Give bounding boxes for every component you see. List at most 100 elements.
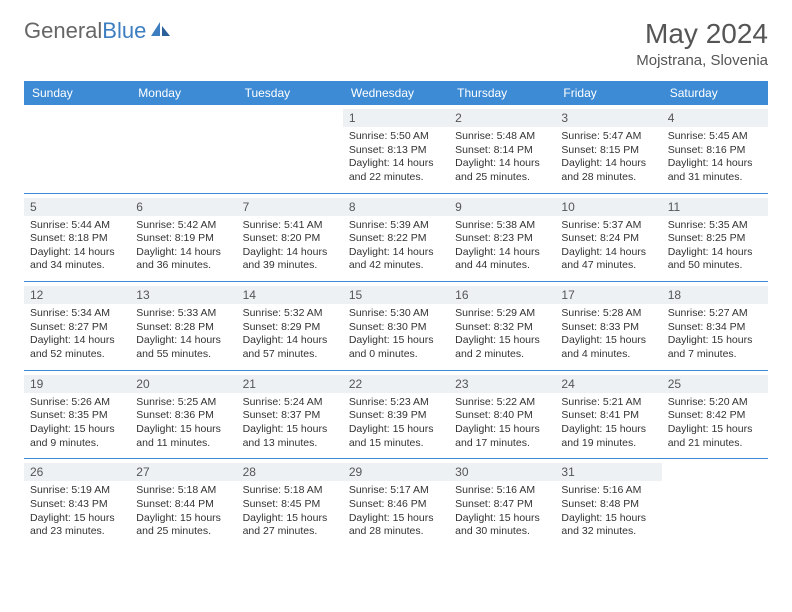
day-number: 30 [449, 463, 555, 481]
day-header: Tuesday [237, 81, 343, 105]
day-cell: 19 Sunrise: 5:26 AMSunset: 8:35 PMDayligh… [24, 371, 130, 459]
day-header: Saturday [662, 81, 768, 105]
day-cell: 23Sunrise: 5:22 AMSunset: 8:40 PMDayligh… [449, 371, 555, 459]
calendar-page: GeneralBlue May 2024 Mojstrana, Slovenia… [0, 0, 792, 565]
day-detail: Sunrise: 5:38 AMSunset: 8:23 PMDaylight:… [455, 219, 549, 274]
day-detail: Sunrise: 5:41 AMSunset: 8:20 PMDaylight:… [243, 219, 337, 274]
day-cell: 24 Sunrise: 5:21 AMSunset: 8:41 PMDayligh… [555, 371, 661, 459]
calendar: SundayMondayTuesdayWednesdayThursdayFrid… [24, 81, 768, 547]
day-header: Sunday [24, 81, 130, 105]
day-number: 11 [662, 198, 768, 216]
day-cell: 9 Sunrise: 5:38 AMSunset: 8:23 PMDaylight… [449, 194, 555, 282]
day-detail: Sunrise: 5:18 AMSunset: 8:45 PMDaylight:… [243, 484, 337, 539]
day-detail: Sunrise: 5:34 AMSunset: 8:27 PMDaylight:… [30, 307, 124, 362]
brand-part1: General [24, 18, 102, 44]
brand-logo: GeneralBlue [24, 18, 172, 44]
day-cell: 15 Sunrise: 5:30 AMSunset: 8:30 PMDayligh… [343, 282, 449, 370]
day-cell: 5 Sunrise: 5:44 AMSunset: 8:18 PMDaylight… [24, 194, 130, 282]
day-number: 15 [343, 286, 449, 304]
day-cell: 10Sunrise: 5:37 AMSunset: 8:24 PMDayligh… [555, 194, 661, 282]
day-detail: Sunrise: 5:42 AMSunset: 8:19 PMDaylight:… [136, 219, 230, 274]
day-number: 5 [24, 198, 130, 216]
day-number: 2 [449, 109, 555, 127]
day-cell [237, 105, 343, 193]
day-header: Thursday [449, 81, 555, 105]
day-cell [662, 459, 768, 547]
day-cell: 31Sunrise: 5:16 AMSunset: 8:48 PMDayligh… [555, 459, 661, 547]
week-row: 1Sunrise: 5:50 AMSunset: 8:13 PMDaylight… [24, 105, 768, 194]
day-number: 25 [662, 375, 768, 393]
day-detail: Sunrise: 5:29 AMSunset: 8:32 PMDaylight:… [455, 307, 549, 362]
day-number: 20 [130, 375, 236, 393]
day-detail: Sunrise: 5:28 AMSunset: 8:33 PMDaylight:… [561, 307, 655, 362]
day-header: Monday [130, 81, 236, 105]
day-cell: 25 Sunrise: 5:20 AMSunset: 8:42 PMDayligh… [662, 371, 768, 459]
day-headers-row: SundayMondayTuesdayWednesdayThursdayFrid… [24, 81, 768, 105]
day-number: 14 [237, 286, 343, 304]
month-title: May 2024 [636, 18, 768, 50]
sail-icon [150, 18, 172, 44]
day-cell: 6 Sunrise: 5:42 AMSunset: 8:19 PMDaylight… [130, 194, 236, 282]
day-cell [24, 105, 130, 193]
day-number: 13 [130, 286, 236, 304]
day-number: 19 [24, 375, 130, 393]
day-detail: Sunrise: 5:18 AMSunset: 8:44 PMDaylight:… [136, 484, 230, 539]
day-cell: 12 Sunrise: 5:34 AMSunset: 8:27 PMDayligh… [24, 282, 130, 370]
day-number: 27 [130, 463, 236, 481]
day-detail: Sunrise: 5:19 AMSunset: 8:43 PMDaylight:… [30, 484, 124, 539]
day-number: 9 [449, 198, 555, 216]
day-detail: Sunrise: 5:26 AMSunset: 8:35 PMDaylight:… [30, 396, 124, 451]
day-cell: 8 Sunrise: 5:39 AMSunset: 8:22 PMDaylight… [343, 194, 449, 282]
day-detail: Sunrise: 5:23 AMSunset: 8:39 PMDaylight:… [349, 396, 443, 451]
day-detail: Sunrise: 5:22 AMSunset: 8:40 PMDaylight:… [455, 396, 549, 451]
day-cell: 7 Sunrise: 5:41 AMSunset: 8:20 PMDaylight… [237, 194, 343, 282]
day-detail: Sunrise: 5:44 AMSunset: 8:18 PMDaylight:… [30, 219, 124, 274]
day-cell: 26Sunrise: 5:19 AMSunset: 8:43 PMDayligh… [24, 459, 130, 547]
day-cell: 29 Sunrise: 5:17 AMSunset: 8:46 PMDayligh… [343, 459, 449, 547]
day-number: 31 [555, 463, 661, 481]
day-cell: 22 Sunrise: 5:23 AMSunset: 8:39 PMDayligh… [343, 371, 449, 459]
day-cell [130, 105, 236, 193]
day-detail: Sunrise: 5:50 AMSunset: 8:13 PMDaylight:… [349, 130, 443, 185]
day-detail: Sunrise: 5:33 AMSunset: 8:28 PMDaylight:… [136, 307, 230, 362]
title-block: May 2024 Mojstrana, Slovenia [636, 18, 768, 69]
day-detail: Sunrise: 5:47 AMSunset: 8:15 PMDaylight:… [561, 130, 655, 185]
week-row: 5 Sunrise: 5:44 AMSunset: 8:18 PMDaylight… [24, 194, 768, 283]
day-cell: 30Sunrise: 5:16 AMSunset: 8:47 PMDayligh… [449, 459, 555, 547]
location: Mojstrana, Slovenia [636, 52, 768, 69]
day-detail: Sunrise: 5:17 AMSunset: 8:46 PMDaylight:… [349, 484, 443, 539]
day-cell: 11Sunrise: 5:35 AMSunset: 8:25 PMDayligh… [662, 194, 768, 282]
day-number: 22 [343, 375, 449, 393]
day-detail: Sunrise: 5:27 AMSunset: 8:34 PMDaylight:… [668, 307, 762, 362]
day-detail: Sunrise: 5:20 AMSunset: 8:42 PMDaylight:… [668, 396, 762, 451]
day-number: 12 [24, 286, 130, 304]
day-number: 6 [130, 198, 236, 216]
day-cell: 27 Sunrise: 5:18 AMSunset: 8:44 PMDayligh… [130, 459, 236, 547]
day-detail: Sunrise: 5:24 AMSunset: 8:37 PMDaylight:… [243, 396, 337, 451]
day-number: 18 [662, 286, 768, 304]
day-number: 17 [555, 286, 661, 304]
week-row: 26Sunrise: 5:19 AMSunset: 8:43 PMDayligh… [24, 459, 768, 547]
day-number: 3 [555, 109, 661, 127]
day-number: 8 [343, 198, 449, 216]
weeks-container: 1Sunrise: 5:50 AMSunset: 8:13 PMDaylight… [24, 105, 768, 547]
day-cell: 28 Sunrise: 5:18 AMSunset: 8:45 PMDayligh… [237, 459, 343, 547]
day-detail: Sunrise: 5:45 AMSunset: 8:16 PMDaylight:… [668, 130, 762, 185]
day-header: Friday [555, 81, 661, 105]
day-cell: 18 Sunrise: 5:27 AMSunset: 8:34 PMDayligh… [662, 282, 768, 370]
day-detail: Sunrise: 5:39 AMSunset: 8:22 PMDaylight:… [349, 219, 443, 274]
day-cell: 17 Sunrise: 5:28 AMSunset: 8:33 PMDayligh… [555, 282, 661, 370]
day-number: 28 [237, 463, 343, 481]
day-detail: Sunrise: 5:32 AMSunset: 8:29 PMDaylight:… [243, 307, 337, 362]
day-cell: 1Sunrise: 5:50 AMSunset: 8:13 PMDaylight… [343, 105, 449, 193]
day-number: 29 [343, 463, 449, 481]
day-detail: Sunrise: 5:30 AMSunset: 8:30 PMDaylight:… [349, 307, 443, 362]
day-cell: 21Sunrise: 5:24 AMSunset: 8:37 PMDayligh… [237, 371, 343, 459]
week-row: 19 Sunrise: 5:26 AMSunset: 8:35 PMDayligh… [24, 371, 768, 460]
day-number: 4 [662, 109, 768, 127]
day-cell: 14 Sunrise: 5:32 AMSunset: 8:29 PMDayligh… [237, 282, 343, 370]
day-detail: Sunrise: 5:21 AMSunset: 8:41 PMDaylight:… [561, 396, 655, 451]
day-number: 24 [555, 375, 661, 393]
day-cell: 20Sunrise: 5:25 AMSunset: 8:36 PMDayligh… [130, 371, 236, 459]
day-number: 7 [237, 198, 343, 216]
